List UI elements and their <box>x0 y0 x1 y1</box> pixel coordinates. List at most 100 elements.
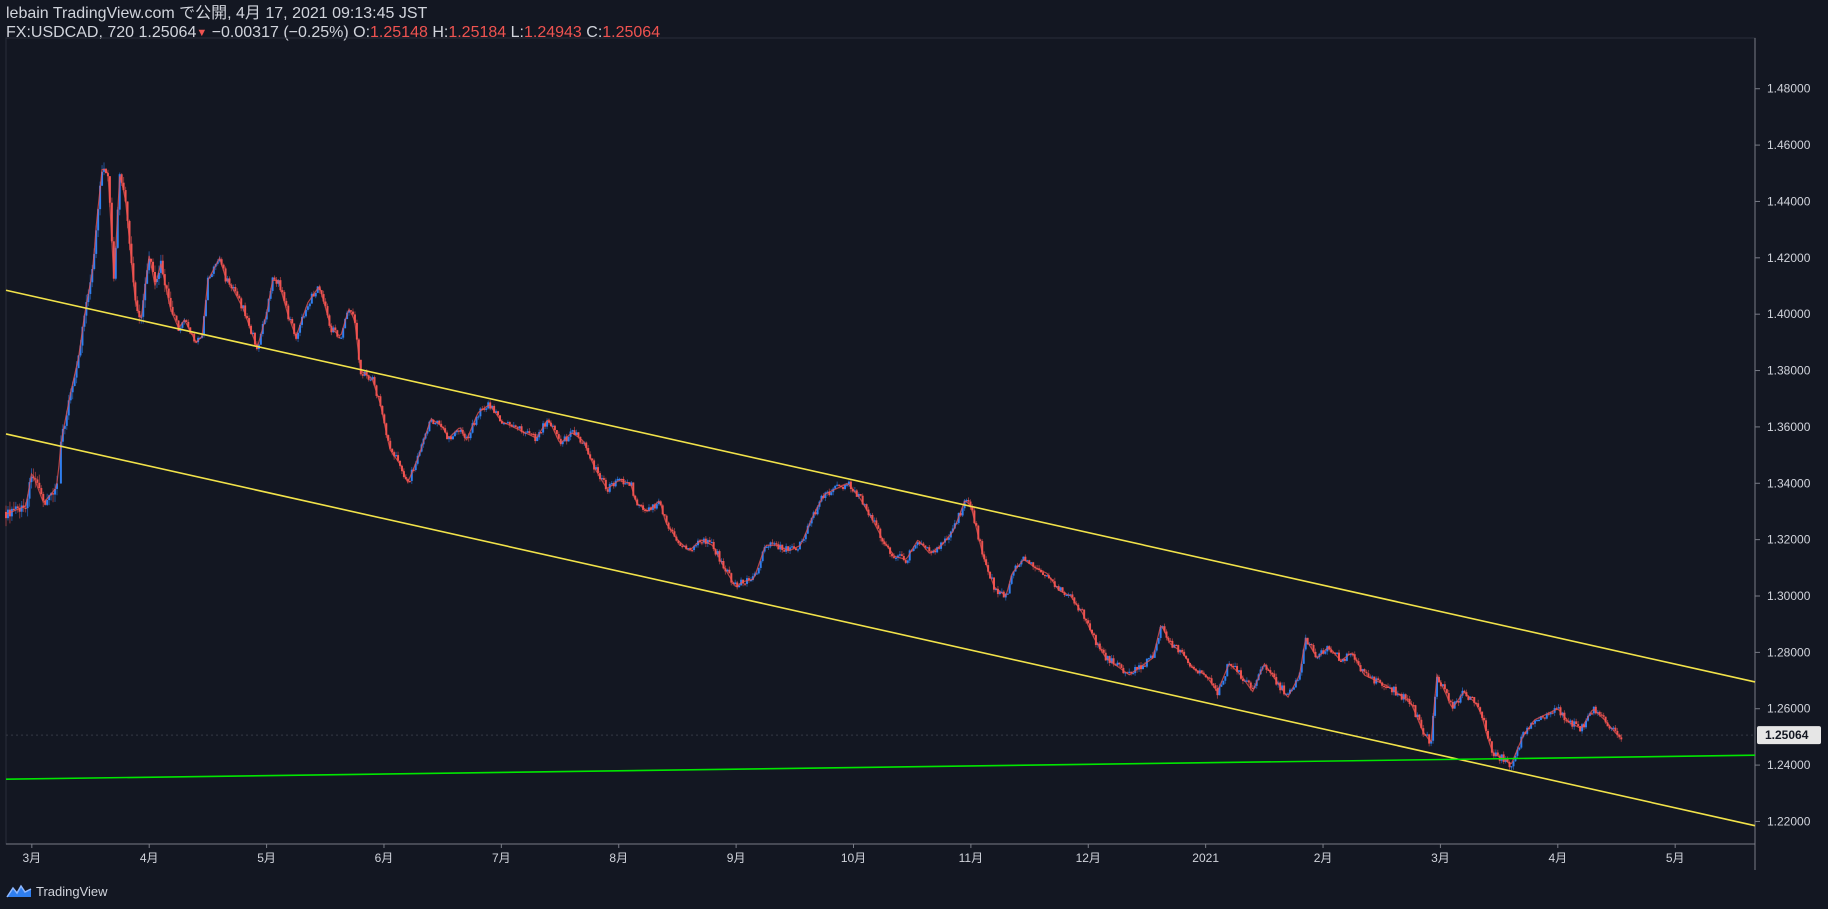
candle-body <box>894 557 897 559</box>
candle-body <box>847 481 850 485</box>
candle-body <box>24 507 27 510</box>
candle-body <box>414 463 417 471</box>
candle-body <box>1543 717 1546 719</box>
candle-body <box>110 202 113 242</box>
candle-body <box>1065 594 1068 597</box>
price-tick-label: 1.32000 <box>1767 533 1811 547</box>
candle-body <box>351 311 354 315</box>
candle-body <box>52 493 55 495</box>
candle-body <box>755 573 758 575</box>
candle-body <box>691 550 694 552</box>
candle-body <box>1059 587 1062 591</box>
candle-body <box>1451 702 1454 709</box>
channel-lower[interactable] <box>5 433 1756 827</box>
candle-body <box>1124 672 1127 674</box>
candle-body <box>1057 586 1060 591</box>
time-tick-label: 4月 <box>140 851 159 865</box>
candle-body <box>1337 652 1340 661</box>
candle-body <box>157 272 160 280</box>
candle-body <box>828 491 831 496</box>
candle-body <box>167 288 170 298</box>
candle-body <box>508 422 511 425</box>
candle-body <box>914 545 917 549</box>
candle-body <box>1430 740 1433 744</box>
candle-body <box>28 482 31 499</box>
candle-body <box>565 436 568 442</box>
support-line[interactable] <box>5 754 1756 780</box>
candle-body <box>171 306 174 315</box>
candle-body <box>1432 715 1435 741</box>
candle-body <box>644 509 647 512</box>
candle-body <box>1271 672 1274 675</box>
candle-body <box>898 554 901 556</box>
price-tick-label: 1.30000 <box>1767 589 1811 603</box>
candle-body <box>181 322 184 328</box>
candle-body <box>130 243 133 264</box>
candle-body <box>436 420 439 423</box>
candle-body <box>42 494 45 501</box>
candle-body <box>608 484 611 492</box>
candle-body <box>322 294 325 302</box>
candle-body <box>1414 705 1417 718</box>
candle-body <box>126 201 129 221</box>
candle-body <box>1479 707 1482 712</box>
price-tick-label: 1.28000 <box>1767 645 1811 659</box>
candle-body <box>1579 726 1582 732</box>
candle-body <box>1369 676 1372 678</box>
candle-body <box>387 435 390 441</box>
candle-body <box>1094 635 1097 646</box>
candle-body <box>1494 752 1497 757</box>
candle-body <box>246 316 249 319</box>
candle-body <box>793 546 796 549</box>
candle-body <box>881 537 884 542</box>
candle-body <box>14 506 17 510</box>
high-label: H: <box>432 24 449 41</box>
time-axis[interactable]: 3月 4月 5月 6月 7月 8月 9月 10月 11月 12月 2021 2月 3月 4月 5月 <box>22 844 1685 865</box>
candle-body <box>1110 658 1113 663</box>
candle-body <box>55 483 58 489</box>
candle-body <box>1241 678 1244 682</box>
candle-body <box>1006 593 1009 595</box>
candle-body <box>371 377 374 380</box>
candle-body <box>1026 560 1029 562</box>
candle-body <box>1081 609 1084 611</box>
tradingview-branding[interactable]: TradingView <box>6 880 108 902</box>
candle-body <box>557 434 560 439</box>
candle-body <box>826 491 829 493</box>
price-axis[interactable]: 1.22000 1.24000 1.26000 1.28000 1.30000 1.320… <box>1755 82 1821 829</box>
candle-body <box>704 538 707 544</box>
candle-body <box>502 423 505 425</box>
time-tick-label: 2月 <box>1314 851 1333 865</box>
candle-body <box>759 561 762 568</box>
channel-upper[interactable] <box>5 289 1756 683</box>
candle-body <box>79 345 82 356</box>
candle-body <box>814 512 817 515</box>
candle-body <box>16 506 19 509</box>
candle-body <box>1024 556 1027 561</box>
candle-body <box>571 430 574 432</box>
candle-body <box>273 277 276 280</box>
candle-body <box>1583 724 1586 728</box>
candle-body <box>1516 749 1519 756</box>
candle-body <box>173 314 176 316</box>
candle-body <box>665 515 668 523</box>
candle-body <box>863 504 866 506</box>
time-tick-label: 7月 <box>492 851 511 865</box>
candle-body <box>708 540 711 543</box>
candle-body <box>1447 693 1450 701</box>
candle-body <box>1159 626 1162 638</box>
candle-body <box>63 425 66 429</box>
candle-body <box>902 555 905 561</box>
candle-body <box>1143 665 1146 667</box>
candle-body <box>1490 741 1493 753</box>
candle-body <box>1541 716 1544 718</box>
candle-body <box>1041 572 1044 575</box>
time-tick-label: 5月 <box>257 851 276 865</box>
candle-body <box>1420 719 1423 729</box>
candle-body <box>787 546 790 551</box>
candle-body <box>765 546 768 548</box>
candle-body <box>1141 665 1144 670</box>
candle-body <box>1616 730 1619 735</box>
candle-body <box>1130 671 1133 674</box>
